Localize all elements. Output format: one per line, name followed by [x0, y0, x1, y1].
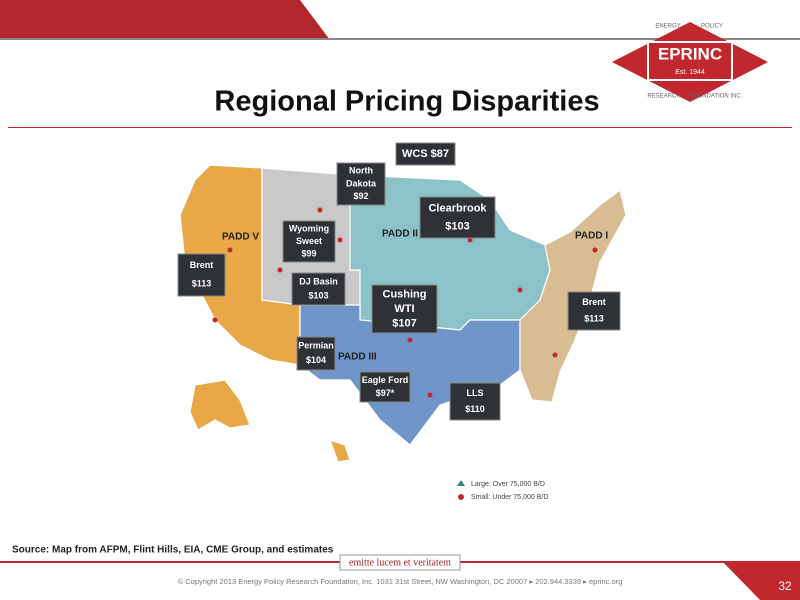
price-box-bg [282, 220, 336, 263]
price-text: LLS [467, 388, 484, 398]
legend-triangle [457, 480, 465, 486]
price-box: North Dakota $92 [336, 162, 386, 206]
price-box: DJ Basin $103 [291, 272, 346, 306]
price-box-bg [336, 162, 386, 206]
price-text: $92 [353, 191, 368, 201]
page-number: 32 [778, 579, 792, 593]
price-text: WCS $87 [402, 148, 449, 160]
price-box-bg [567, 291, 621, 331]
copyright: © Copyright 2013 Energy Policy Research … [178, 577, 623, 586]
logo-name: EPRINC [658, 44, 722, 63]
price-text: $104 [306, 355, 326, 365]
price-text: $103 [445, 220, 469, 232]
price-text: Clearbrook [428, 202, 487, 214]
legend-text: Large: Over 75,000 B/D [471, 481, 545, 488]
price-box-bg [449, 382, 501, 421]
price-box-bg [359, 371, 411, 403]
price-text: Cushing [383, 288, 427, 300]
price-text: $103 [308, 290, 328, 300]
region-label: PADD II [382, 229, 418, 240]
region-label: PADD III [338, 352, 377, 363]
price-text: Wyoming [289, 223, 329, 233]
logo-box [647, 41, 733, 81]
legend-text: Small: Under 75,000 B/D [471, 494, 548, 501]
price-box: LLS $110 [449, 382, 501, 421]
price-box: Brent $113 [567, 291, 621, 331]
price-box: Cushing WTI $107 [371, 284, 438, 334]
logo-arc: POLICY [701, 24, 723, 30]
price-text: WTI [394, 303, 414, 315]
price-text: Brent [582, 297, 606, 307]
price-text: Permian [298, 341, 334, 351]
price-text: $97* [376, 388, 395, 398]
price-text: $99 [301, 248, 316, 258]
logo-arc: RESEARCH [647, 94, 680, 100]
price-box-bg [371, 284, 438, 334]
map-legend: Large: Over 75,000 B/D Small: Under 75,0… [457, 480, 548, 501]
price-text: Sweet [296, 236, 322, 246]
price-text: Dakota [346, 178, 377, 188]
price-text: $113 [192, 279, 212, 289]
price-text: Eagle Ford [362, 375, 409, 385]
title-rule [8, 127, 792, 128]
hawaii [329, 439, 351, 463]
page-corner [722, 561, 800, 600]
price-text: $107 [392, 317, 416, 329]
price-box: WCS $87 [395, 142, 456, 166]
price-text: DJ Basin [299, 276, 338, 286]
region-label: PADD V [222, 232, 259, 243]
price-text: $110 [465, 404, 485, 414]
slide-title: Regional Pricing Disparities [214, 86, 599, 118]
price-box: Clearbrook $103 [419, 196, 496, 239]
source-note: Source: Map from AFPM, Flint Hills, EIA,… [12, 545, 334, 556]
price-box: Permian $104 [296, 336, 336, 371]
price-box: Wyoming Sweet $99 [282, 220, 336, 263]
price-box-bg [177, 253, 226, 297]
header-band [0, 0, 330, 40]
alaska [189, 379, 251, 431]
price-text: Brent [190, 260, 214, 270]
price-box-bg [296, 336, 336, 371]
price-box: Eagle Ford $97* [359, 371, 411, 403]
legend-dot [458, 494, 464, 500]
motto: emitte lucem et veritatem [349, 557, 451, 568]
price-text: North [349, 166, 373, 176]
logo-arc: FOUNDATION INC. [690, 94, 743, 100]
price-text: $113 [584, 314, 604, 324]
price-box: Brent $113 [177, 253, 226, 297]
motto-box [339, 554, 461, 571]
price-box-bg [291, 272, 346, 306]
header-rule [0, 38, 800, 40]
logo: EPRINC Est. 1944 ENERGY POLICY RESEARCH … [612, 22, 768, 102]
logo-est: Est. 1944 [675, 69, 705, 76]
price-box-bg [419, 196, 496, 239]
price-box-bg [395, 142, 456, 166]
region-label: PADD I [575, 231, 608, 242]
logo-arc: ENERGY [655, 24, 680, 30]
price-boxes: WCS $87 North Dakota $92 Clearbrook $103 Wyomi… [177, 142, 621, 421]
